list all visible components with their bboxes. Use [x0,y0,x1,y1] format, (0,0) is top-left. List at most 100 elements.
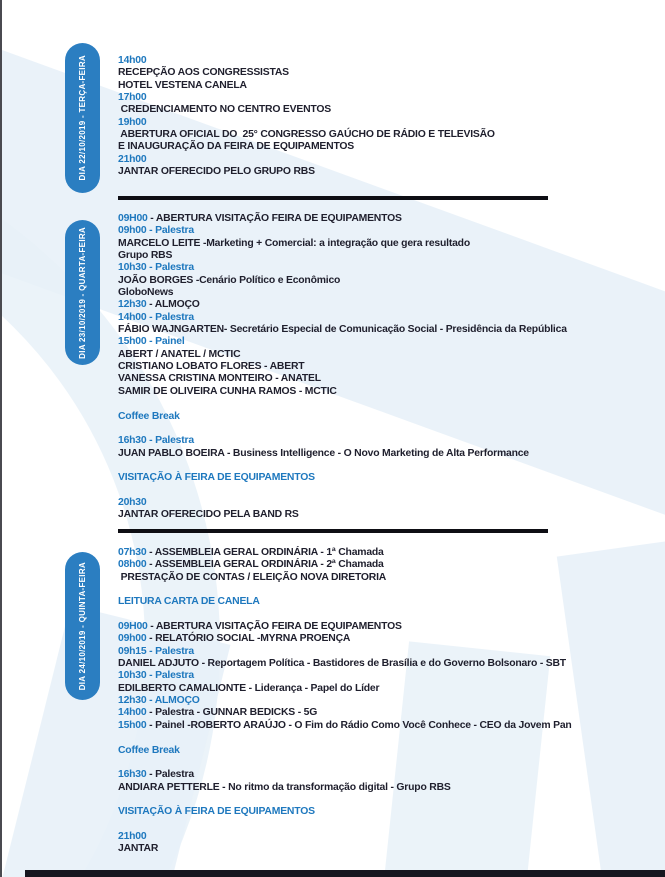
time-or-highlight-text: 07h30 [118,547,147,558]
schedule-line: Coffee Break [118,745,663,757]
event-text: - ABERTURA VISITAÇÃO FEIRA DE EQUIPAMENT… [147,213,402,224]
schedule-line: E INAUGURAÇÃO DA FEIRA DE EQUIPAMENTOS [118,141,663,153]
schedule-line: ABERT / ANATEL / MCTIC [118,349,663,361]
time-or-highlight-text: 09H00 [118,621,148,633]
schedule-line: ABERTURA OFICIAL DO 25° CONGRESSO GAÚCHO… [118,129,663,141]
event-text: CREDENCIAMENTO NO CENTRO EVENTOS [118,104,332,116]
day-schedule: 07h30 - ASSEMBLEIA GERAL ORDINÁRIA - 1ª … [118,547,663,856]
time-or-highlight-text: 16h30 [118,769,147,781]
time-or-highlight-text: 16h30 - Palestra [118,435,194,447]
schedule-line: EDILBERTO CAMALIONTE - Liderança - Papel… [118,683,663,695]
day-pill: DIA 23/10/2019 - QUARTA-FEIRA [65,220,100,365]
event-text: - ASSEMBLEIA GERAL ORDINÁRIA - 1ª Chamad… [146,547,384,558]
event-text: ANDIARA PETTERLE - No ritmo da transform… [118,781,451,793]
time-or-highlight-text: 12h30 - ALMOÇO [118,695,200,707]
event-text: - Painel -ROBERTO ARAÚJO - O Fim do Rádi… [146,719,572,731]
day-schedule: 14h00 RECEPÇÃO AOS CONGRESSISTAS HOTEL VES… [118,55,663,178]
schedule-line: 14h00 [118,55,663,67]
day-pill-label: DIA 23/10/2019 - QUARTA-FEIRA [78,226,87,359]
schedule-line: ANDIARA PETTERLE - No ritmo da transform… [118,782,663,794]
day-pill: DIA 22/10/2019 - TERÇA-FEIRA [65,43,100,193]
schedule-line: 17h00 [118,92,663,104]
schedule-line: SAMIR DE OLIVEIRA CUNHA RAMOS - MCTIC [118,386,663,398]
event-text: - Palestra [146,769,194,781]
event-text: JUAN PABLO BOEIRA - Business Intelligenc… [118,447,529,459]
schedule-line: 09h15 - Palestra [118,646,663,658]
day-pill-label: DIA 24/10/2019 - QUINTA-FEIRA [78,561,87,691]
event-text: VANESSA CRISTINA MONTEIRO - ANATEL [118,373,321,385]
event-text: FÁBIO WAJNGARTEN- Secretário Especial de… [118,324,567,336]
schedule-line: 16h30 - Palestra [118,435,663,447]
schedule-line [118,460,663,472]
schedule-line [118,757,663,769]
time-or-highlight-text: 10h30 - Palestra [118,670,194,682]
time-or-highlight-text: 21h00 [118,830,147,842]
schedule-line: MARCELO LEITE -Marketing + Comercial: a … [118,238,663,250]
schedule-line: 15h00 - Painel [118,336,663,348]
event-text: HOTEL VESTENA CANELA [118,79,247,91]
schedule-line: 09H00 - ABERTURA VISITAÇÃO FEIRA DE EQUI… [118,213,663,225]
schedule-line: RECEPÇÃO AOS CONGRESSISTAS [118,67,663,79]
schedule-line: JANTAR OFERECIDO PELO GRUPO RBS [118,166,663,178]
schedule-line [118,732,663,744]
schedule-line: JOÃO BORGES -Cenário Político e Econômic… [118,275,663,287]
schedule-line: JANTAR OFERECIDO PELA BAND RS [118,509,663,521]
time-or-highlight-text: 15h00 [118,719,147,731]
schedule-line: 08h00 - ASSEMBLEIA GERAL ORDINÁRIA - 2ª … [118,559,663,571]
schedule-line: 21h00 [118,154,663,166]
event-text: JANTAR OFERECIDO PELO GRUPO RBS [118,166,315,178]
event-text: Grupo RBS [118,250,173,262]
event-text: EDILBERTO CAMALIONTE - Liderança - Papel… [118,682,380,694]
time-or-highlight-text: LEITURA CARTA DE CANELA [118,596,260,608]
time-or-highlight-text: 20h30 [118,496,147,508]
schedule-line: 12h30 - ALMOÇO [118,299,663,311]
schedule-line: CREDENCIAMENTO NO CENTRO EVENTOS [118,104,663,116]
time-or-highlight-text: 17h00 [118,92,147,104]
event-text: - ABERTURA VISITAÇÃO FEIRA DE EQUIPAMENT… [147,621,402,633]
schedule-line: 09h00 - Palestra [118,225,663,237]
time-or-highlight-text: 14h00 [118,707,147,719]
schedule-line: 15h00 - Painel -ROBERTO ARAÚJO - O Fim d… [118,720,663,732]
schedule-line [118,819,663,831]
event-text: SAMIR DE OLIVEIRA CUNHA RAMOS - MCTIC [118,385,337,397]
event-text: - Palestra - GUNNAR BEDICKS - 5G [146,707,318,719]
time-or-highlight-text: Coffee Break [118,410,180,422]
schedule-line [118,485,663,497]
event-text: RECEPÇÃO AOS CONGRESSISTAS [118,67,289,79]
schedule-line: 09h00 - RELATÓRIO SOCIAL -MYRNA PROENÇA [118,633,663,645]
schedule-line: HOTEL VESTENA CANELA [118,80,663,92]
time-or-highlight-text: VISITAÇÃO À FEIRA DE EQUIPAMENTOS [118,806,315,818]
event-text: - ASSEMBLEIA GERAL ORDINÁRIA - 2ª Chamad… [146,559,384,571]
schedule-line: VANESSA CRISTINA MONTEIRO - ANATEL [118,373,663,385]
schedule-line: JUAN PABLO BOEIRA - Business Intelligenc… [118,448,663,460]
schedule-line: 12h30 - ALMOÇO [118,695,663,707]
time-or-highlight-text: 15h00 - Painel [118,336,185,348]
schedule-line: GloboNews [118,287,663,299]
page-edge-line [0,0,2,877]
schedule-line: CRISTIANO LOBATO FLORES - ABERT [118,361,663,373]
schedule-line: JANTAR [118,843,663,855]
time-or-highlight-text: 08h00 [118,559,147,571]
schedule-line [118,609,663,621]
time-or-highlight-text: 09h15 - Palestra [118,645,194,657]
section-divider [118,196,548,200]
event-text: PRESTAÇÃO DE CONTAS / ELEIÇÃO NOVA DIRET… [118,571,387,583]
time-or-highlight-text: 14h00 - Palestra [118,311,194,323]
event-text: - ALMOÇO [146,299,200,311]
schedule-line: VISITAÇÃO À FEIRA DE EQUIPAMENTOS [118,472,663,484]
section-divider [118,529,548,533]
schedule-line: 20h30 [118,497,663,509]
schedule-line: DANIEL ADJUTO - Reportagem Política - Ba… [118,658,663,670]
schedule-line [118,794,663,806]
schedule-line [118,584,663,596]
schedule-line: PRESTAÇÃO DE CONTAS / ELEIÇÃO NOVA DIRET… [118,572,663,584]
time-or-highlight-text: 19h00 [118,116,147,128]
time-or-highlight-text: 12h30 [118,299,147,311]
schedule-line: 14h00 - Palestra [118,312,663,324]
schedule-line: Grupo RBS [118,250,663,262]
time-or-highlight-text: 09h00 - Palestra [118,225,194,237]
event-text: JANTAR OFERECIDO PELA BAND RS [118,509,299,521]
schedule-line: LEITURA CARTA DE CANELA [118,596,663,608]
event-text: GloboNews [118,287,174,299]
